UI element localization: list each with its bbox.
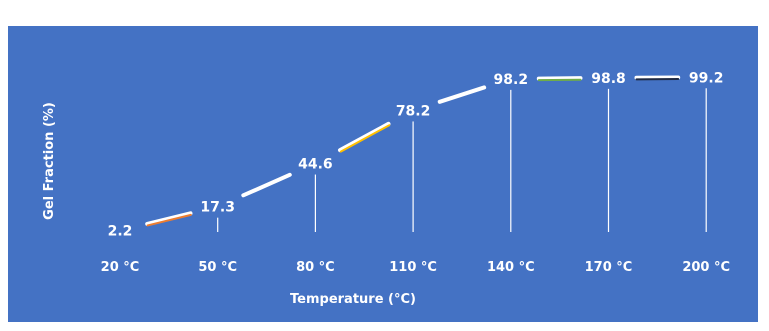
x-tick-label: 110 °C [389, 260, 437, 275]
line-segment-accent [339, 124, 391, 153]
x-axis-title: Temperature (°C) [290, 292, 416, 307]
data-label: 2.2 [108, 224, 133, 240]
line-segment [145, 211, 193, 226]
chart-frame: 2.2 17.3 44.6 78.2 98.2 98.8 99.2 20 °C 50 °C 80… [8, 26, 758, 322]
x-tick-label: 170 °C [585, 260, 633, 275]
data-label: 98.2 [494, 72, 529, 88]
data-label: 44.6 [298, 157, 333, 173]
data-label: 17.3 [200, 200, 235, 216]
line-series [145, 75, 681, 227]
x-tick-label: 20 °C [101, 260, 140, 275]
data-label: 99.2 [689, 70, 724, 86]
drop-lines [217, 88, 707, 232]
gel-fraction-chart: 2.2 17.3 44.6 78.2 98.2 98.8 99.2 20 °C 50 °C 80… [8, 26, 758, 322]
chart-background [8, 26, 758, 322]
x-tick-label: 140 °C [487, 260, 535, 275]
data-label: 98.8 [591, 71, 626, 87]
x-tick-label: 50 °C [198, 260, 237, 275]
line-segment [241, 172, 292, 198]
data-label: 78.2 [396, 103, 431, 119]
line-segment [338, 121, 391, 153]
x-tick-label: 80 °C [296, 260, 335, 275]
x-tick-label: 200 °C [682, 260, 730, 275]
y-axis-title: Gel Fraction (%) [42, 102, 57, 220]
line-segment-accent [146, 213, 192, 227]
data-labels: 2.2 17.3 44.6 78.2 98.2 98.8 99.2 [108, 70, 724, 239]
x-tick-labels: 20 °C 50 °C 80 °C 110 °C 140 °C 170 °C 200 °C [101, 260, 730, 275]
line-segment [437, 85, 487, 104]
